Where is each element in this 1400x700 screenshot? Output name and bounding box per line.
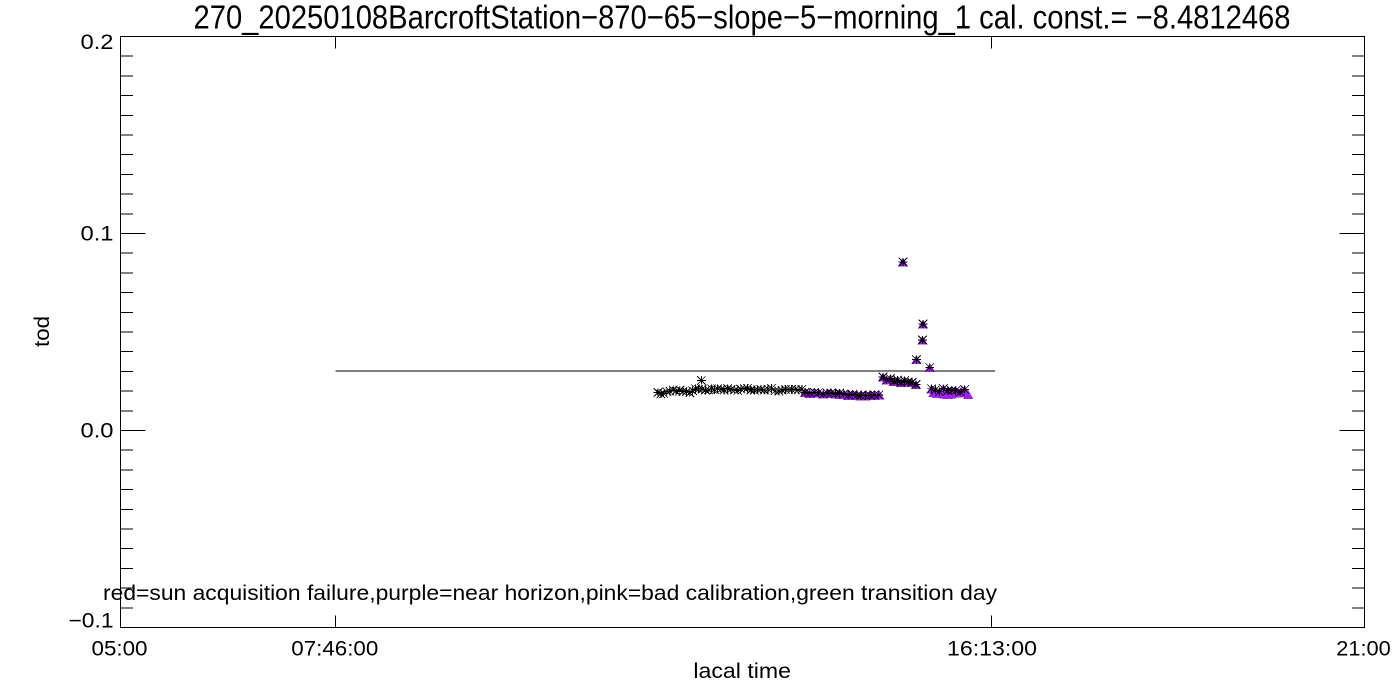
svg-text:05:00: 05:00 [92,638,148,661]
svg-text:0.0: 0.0 [81,420,114,443]
svg-text:0.2: 0.2 [81,31,114,54]
svg-text:lacal time: lacal time [693,660,791,683]
svg-text:0.1: 0.1 [81,223,114,246]
svg-text:07:46:00: 07:46:00 [291,638,378,661]
svg-text:tod: tod [31,316,54,347]
svg-text:−0.1: −0.1 [69,610,114,633]
svg-text:16:13:00: 16:13:00 [947,638,1037,661]
svg-text:21:00: 21:00 [1336,638,1391,661]
svg-text:red=sun acquisition failure,pu: red=sun acquisition failure,purple=near … [103,582,998,605]
svg-text:270_20250108BarcroftStation−87: 270_20250108BarcroftStation−870−65−slope… [194,0,1291,37]
